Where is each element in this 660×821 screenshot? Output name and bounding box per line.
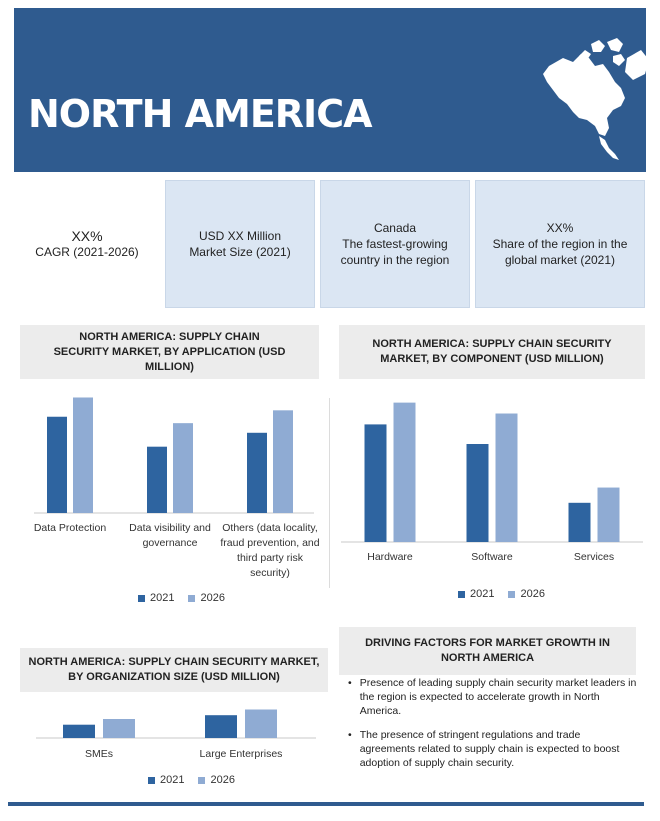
application-legend: 2021 2026 — [138, 592, 225, 604]
bar-others-data-locality-fraud-prevention-and-third-party-risk-security-2021 — [247, 432, 267, 513]
category-label-line: Data visibility and — [129, 522, 211, 534]
organization-chart-title: NORTH AMERICA: SUPPLY CHAIN SECURITY MAR… — [20, 648, 328, 692]
category-label-line: Data Protection — [34, 522, 107, 534]
category-label-line: fraud prevention, and — [220, 537, 319, 549]
bullet-icon: • — [348, 729, 352, 741]
legend-item-2021: 2021 — [138, 592, 174, 604]
footer-bar — [8, 802, 644, 806]
legend-item-2026: 2026 — [198, 774, 235, 786]
kpi-market-size-value: USD XX Million — [198, 229, 282, 243]
legend-label-2026: 2026 — [200, 592, 225, 604]
bar-data-protection-2026 — [73, 397, 93, 513]
kpi-market-size: USD XX Million Market Size (2021) — [165, 180, 315, 308]
application-chart-title: NORTH AMERICA: SUPPLY CHAIN SECURITY MAR… — [20, 325, 319, 379]
category-label-line: Software — [471, 551, 513, 563]
kpi-cagr: XX% CAGR (2021-2026) — [14, 180, 160, 308]
kpi-region-share-label: Share of the region in the global market… — [492, 237, 628, 267]
drivers-title: DRIVING FACTORS FOR MARKET GROWTH IN NOR… — [339, 627, 636, 675]
bar-software-2026 — [495, 413, 518, 542]
category-label-line: Services — [574, 551, 614, 563]
organization-chart: SMEs Large Enterprises — [20, 700, 328, 772]
component-chart-svg: Hardware Software Services — [341, 402, 643, 563]
bar-data-visibility-and-governance-2026 — [173, 423, 193, 513]
legend-item-2026: 2026 — [508, 588, 545, 600]
region-title: NORTH AMERICA — [28, 92, 372, 136]
legend-swatch-2026 — [508, 590, 516, 598]
legend-item-2021: 2021 — [148, 774, 184, 786]
legend-label-2026: 2026 — [520, 588, 545, 600]
category-label-line: Others (data locality, — [222, 522, 318, 534]
drivers-list: • Presence of leading supply chain secur… — [348, 676, 638, 780]
bar-services-2026 — [597, 487, 620, 542]
bar-services-2021 — [568, 502, 591, 542]
kpi-fastest-country: Canada The fastest-growing country in th… — [320, 180, 470, 308]
north-america-map-icon — [543, 38, 649, 160]
legend-swatch-2021 — [148, 776, 155, 784]
organization-legend: 2021 2026 — [148, 774, 235, 786]
application-chart-svg: Data Protection Data visibility and govern… — [34, 397, 320, 579]
driver-item: • Presence of leading supply chain secur… — [348, 676, 638, 718]
bar-large-enterprises-2026 — [245, 709, 277, 738]
legend-swatch-2026 — [188, 594, 196, 602]
category-label-data-protection: Data Protection — [34, 522, 107, 534]
legend-label-2021: 2021 — [160, 774, 185, 786]
legend-label-2021: 2021 — [470, 588, 495, 600]
bar-smes-2026 — [103, 719, 135, 738]
legend-label-2021: 2021 — [150, 592, 175, 604]
legend-swatch-2021 — [138, 594, 145, 602]
legend-swatch-2026 — [198, 776, 206, 784]
component-chart-title: NORTH AMERICA: SUPPLY CHAIN SECURITY MAR… — [339, 325, 645, 379]
organization-chart-svg: SMEs Large Enterprises — [36, 709, 316, 760]
driver-text: The presence of stringent regulations an… — [359, 729, 620, 769]
driver-text: Presence of leading supply chain securit… — [359, 677, 637, 717]
category-label-line: Large Enterprises — [200, 748, 283, 760]
category-label-line: SMEs — [85, 748, 113, 760]
category-label-line: security) — [250, 567, 290, 579]
component-chart: Hardware Software Services — [339, 395, 645, 575]
bar-data-visibility-and-governance-2021 — [147, 446, 167, 513]
category-label-software: Software — [471, 551, 513, 563]
category-label-data-visibility-and-governance: Data visibility and governance — [129, 522, 211, 549]
bullet-icon: • — [348, 677, 352, 689]
component-legend: 2021 2026 — [458, 588, 545, 600]
legend-label-2026: 2026 — [210, 774, 235, 786]
bar-hardware-2021 — [364, 424, 387, 542]
category-label-line: governance — [143, 537, 198, 549]
kpi-fastest-country-value: Canada — [373, 221, 417, 235]
kpi-cagr-label: CAGR (2021-2026) — [35, 245, 139, 259]
application-chart: Data Protection Data visibility and govern… — [20, 390, 320, 590]
bar-data-protection-2021 — [47, 416, 67, 513]
legend-swatch-2021 — [458, 590, 465, 598]
category-label-services: Services — [574, 551, 614, 563]
legend-item-2021: 2021 — [458, 588, 494, 600]
kpi-fastest-country-label: The fastest-growing country in the regio… — [340, 237, 450, 267]
region-banner: NORTH AMERICA — [14, 8, 649, 172]
bar-large-enterprises-2021 — [205, 715, 237, 738]
category-label-hardware: Hardware — [367, 551, 413, 563]
category-label-smes: SMEs — [85, 748, 113, 760]
bar-hardware-2026 — [393, 402, 416, 542]
category-label-line: Hardware — [367, 551, 413, 563]
bar-smes-2021 — [63, 724, 95, 738]
kpi-region-share-value: XX% — [546, 221, 574, 235]
bar-others-data-locality-fraud-prevention-and-third-party-risk-security-2026 — [273, 410, 293, 513]
category-label-large-enterprises: Large Enterprises — [200, 748, 283, 760]
kpi-cagr-value: XX% — [71, 228, 103, 244]
driver-item: • The presence of stringent regulations … — [348, 728, 638, 770]
kpi-market-size-label: Market Size (2021) — [189, 245, 291, 259]
bar-software-2021 — [466, 444, 489, 542]
category-label-others-data-locality-fraud-prevention-and-third-party-risk-security: Others (data locality, fraud prevention, … — [220, 522, 319, 579]
chart-divider — [329, 398, 330, 588]
legend-item-2026: 2026 — [188, 592, 225, 604]
kpi-region-share: XX% Share of the region in the global ma… — [475, 180, 645, 308]
category-label-line: third party risk — [237, 552, 304, 564]
